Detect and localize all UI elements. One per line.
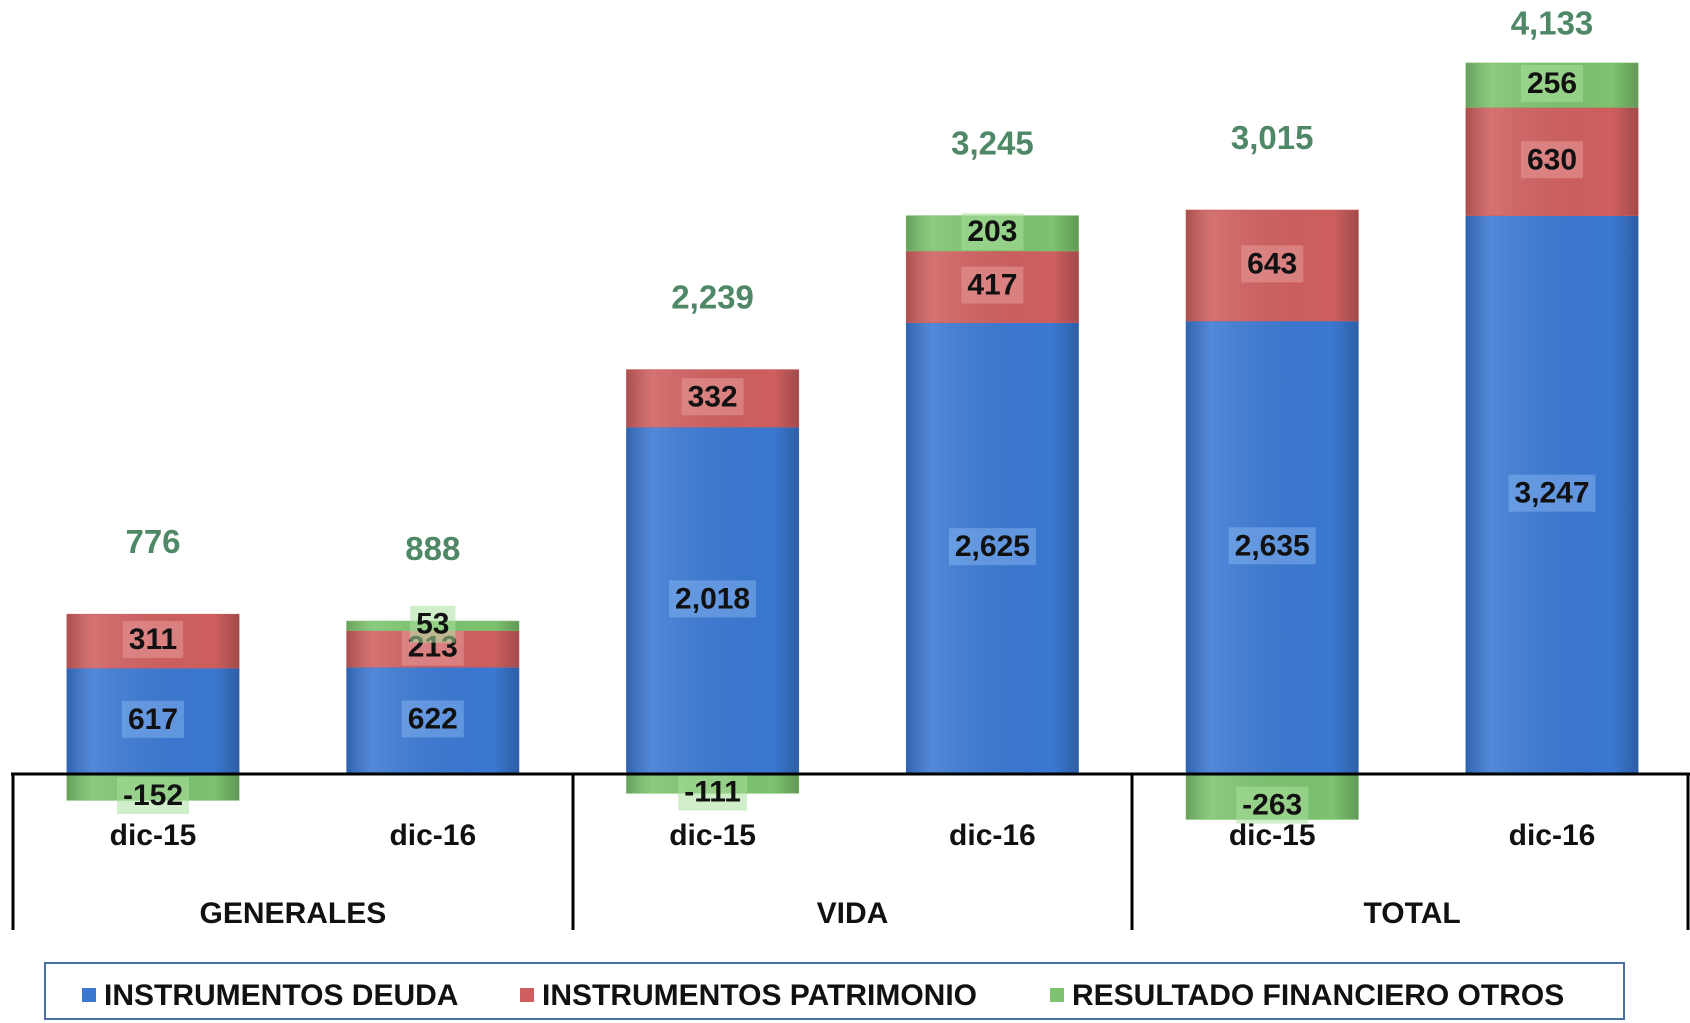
data-label: 2,625 [955,530,1030,563]
label-box [1520,141,1584,179]
data-label: 3,247 [1514,477,1589,510]
total-label: 776 [125,523,180,560]
total-label: 2,239 [671,279,754,316]
data-label: 311 [129,623,177,656]
x-tick-label: dic-16 [1509,819,1596,852]
data-label: 2,635 [1235,529,1310,562]
legend-box [44,962,1625,1020]
data-label: 630 [1527,143,1577,176]
label-box [681,378,744,416]
data-label: 203 [967,215,1017,248]
x-tick-label: dic-16 [949,819,1036,852]
group-label: GENERALES [200,897,387,930]
label-box [669,580,757,618]
data-label: -152 [123,779,183,812]
group-label: VIDA [817,897,889,930]
label-box [410,605,456,643]
label-box [948,528,1036,566]
data-label: 643 [1247,247,1297,280]
data-label: 53 [416,608,449,641]
label-box [1236,786,1309,824]
legend-label: INSTRUMENTOS DEUDA [104,979,458,1012]
data-label: 417 [967,269,1017,302]
data-label: 256 [1527,67,1577,100]
total-label: 3,015 [1231,119,1314,156]
data-label: -263 [1242,789,1302,822]
data-label: 332 [688,380,738,413]
label-box [116,776,190,814]
x-tick-label: dic-15 [1229,819,1316,852]
label-box [401,700,464,738]
label-box [1241,245,1304,283]
label-box [122,621,184,659]
x-tick-label: dic-15 [669,819,756,852]
legend-label: RESULTADO FINANCIERO OTROS [1072,979,1564,1012]
legend-label: INSTRUMENTOS PATRIMONIO [542,979,977,1012]
x-tick-label: dic-15 [110,819,197,852]
total-label: 3,245 [951,125,1034,162]
data-label: 622 [408,702,458,735]
label-box [1508,474,1596,512]
group-label: TOTAL [1363,897,1460,930]
total-label: 4,133 [1511,5,1594,42]
label-box [121,700,185,738]
legend-swatch [1050,988,1064,1002]
label-box [961,266,1024,304]
x-tick-label: dic-16 [389,819,476,852]
total-label: 888 [405,530,460,567]
data-label: 617 [128,703,178,736]
label-box [1520,65,1584,103]
data-label: 2,018 [675,582,750,615]
legend-swatch [82,988,96,1002]
legend-swatch [520,988,534,1002]
label-box [1228,527,1316,565]
label-box [678,773,747,811]
data-label: -111 [684,775,741,808]
label-box [961,213,1024,251]
